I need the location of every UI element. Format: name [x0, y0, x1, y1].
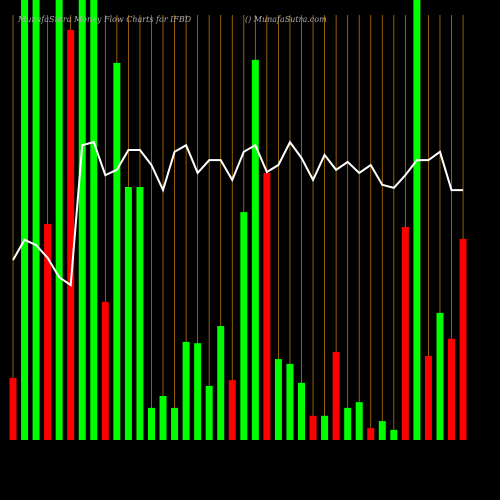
bar	[355, 402, 363, 440]
bar	[274, 359, 282, 440]
bar	[251, 59, 259, 441]
bar	[44, 223, 52, 440]
bar	[390, 429, 398, 440]
chart-subtitle: () MunafaSutra.com	[245, 15, 327, 24]
bar	[240, 212, 248, 440]
bar	[309, 415, 317, 440]
bar	[228, 380, 236, 440]
bar	[263, 172, 271, 441]
bar	[413, 0, 421, 440]
bar	[286, 363, 294, 440]
bar	[217, 326, 225, 440]
bar	[344, 407, 352, 440]
bar	[113, 62, 121, 441]
bar	[182, 341, 190, 440]
bar	[78, 0, 86, 440]
bar	[159, 396, 167, 440]
bar	[136, 187, 144, 440]
bar	[321, 415, 329, 440]
bar	[32, 0, 40, 440]
bar	[378, 421, 386, 440]
chart-title: MunafaSutra Money Flow Charts for IFBD	[17, 15, 192, 24]
bar	[332, 352, 340, 440]
bar	[101, 301, 109, 440]
bar	[171, 407, 179, 440]
bar	[124, 187, 132, 440]
bar	[90, 0, 98, 440]
bar	[367, 428, 375, 440]
bar	[298, 382, 305, 440]
bar	[448, 338, 456, 440]
bar	[147, 407, 155, 440]
bar	[21, 0, 29, 440]
bar	[9, 377, 17, 440]
bar	[401, 227, 409, 440]
bar	[424, 355, 432, 440]
bar	[67, 29, 75, 440]
bar	[55, 0, 63, 440]
bar	[436, 312, 444, 440]
plot	[9, 0, 467, 441]
flow-line	[12, 140, 464, 287]
bar	[194, 343, 202, 440]
bar	[205, 385, 213, 440]
bar	[459, 238, 467, 440]
